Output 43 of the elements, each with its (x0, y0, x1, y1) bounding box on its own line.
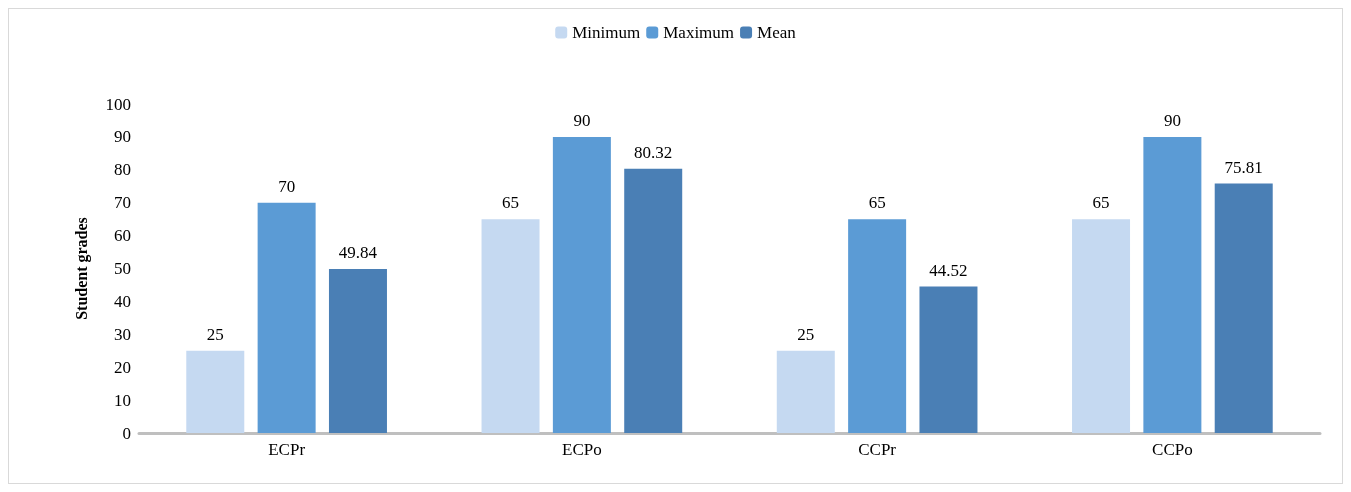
bar (848, 219, 907, 433)
data-label: 75.81 (1224, 157, 1263, 177)
y-tick-label: 50 (114, 259, 131, 278)
y-tick-label: 0 (122, 423, 131, 443)
data-label: 49.84 (338, 243, 378, 263)
legend-label: Minimum (572, 23, 641, 42)
x-tick-label: ECPo (562, 440, 602, 459)
bar (552, 136, 611, 433)
data-label: 90 (573, 110, 591, 130)
bar (776, 350, 835, 433)
data-label: 65 (502, 193, 520, 213)
bar (919, 286, 978, 433)
legend-label: Mean (757, 23, 797, 42)
y-tick-label: 20 (114, 357, 131, 377)
x-tick-label: ECPr (268, 440, 306, 459)
bar (257, 202, 316, 433)
bar (481, 219, 540, 433)
y-tick-label: 70 (114, 193, 131, 213)
bar (186, 350, 245, 433)
y-tick-label: 30 (114, 324, 131, 344)
data-label: 80.32 (634, 142, 673, 162)
data-label: 90 (1163, 110, 1181, 130)
y-tick-label: 80 (114, 160, 131, 180)
bar (624, 168, 683, 433)
y-tick-label: 40 (114, 291, 131, 311)
data-label: 25 (797, 324, 815, 344)
bar (328, 269, 387, 433)
y-tick-label: 90 (114, 127, 131, 147)
legend-label: Maximum (663, 23, 735, 42)
x-tick-label: CCPo (1152, 440, 1193, 459)
data-label: 44.52 (929, 260, 968, 280)
y-tick-label: 100 (105, 94, 131, 114)
bar (1143, 136, 1202, 433)
y-axis-title: Student grades (72, 217, 91, 320)
data-label: 25 (206, 324, 224, 344)
x-tick-label: CCPr (858, 440, 897, 459)
data-label: 70 (278, 176, 296, 196)
data-label: 65 (868, 193, 886, 213)
bar (1214, 183, 1273, 433)
y-tick-label: 10 (114, 390, 131, 410)
bar (1072, 219, 1131, 433)
data-label: 65 (1092, 193, 1110, 213)
y-tick-label: 60 (114, 226, 131, 246)
